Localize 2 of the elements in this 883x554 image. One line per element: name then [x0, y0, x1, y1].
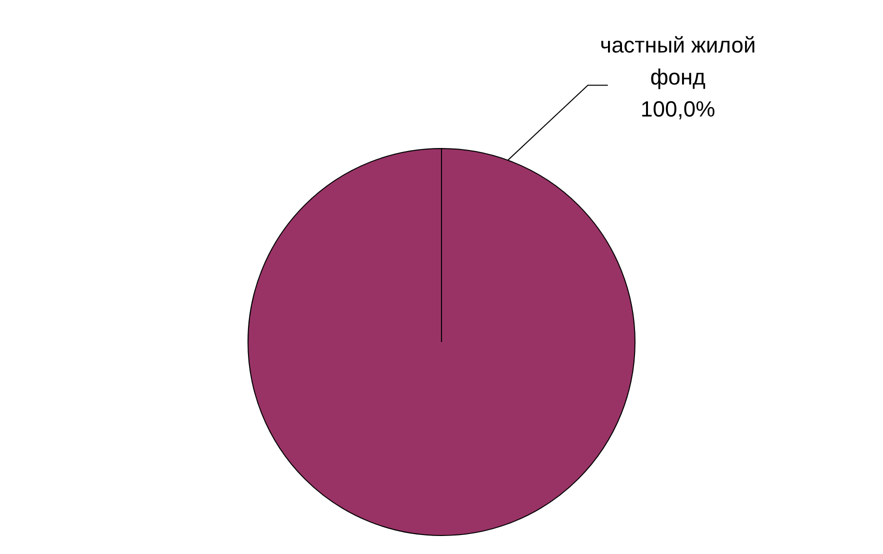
slice-label: частный жилой фонд — [600, 32, 756, 90]
data-label: 100,0% — [640, 96, 716, 122]
